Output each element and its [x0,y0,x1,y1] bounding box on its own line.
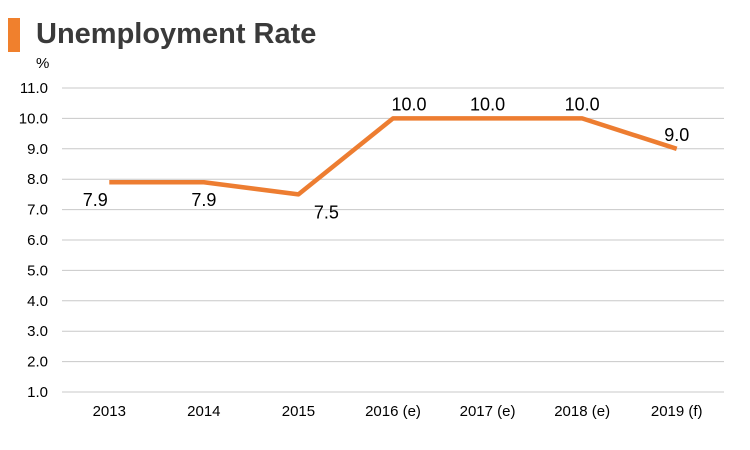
y-tick-label: 5.0 [27,262,48,279]
y-tick-label: 6.0 [27,232,48,249]
y-axis-ticks: 1.0 2.0 3.0 4.0 5.0 6.0 7.0 8.0 9.0 10.0 11.0 [19,80,48,401]
y-tick-label: 4.0 [27,293,48,310]
data-label: 7.9 [191,190,216,210]
x-tick-label: 2015 [282,403,315,420]
y-tick-label: 8.0 [27,171,48,188]
chart-title: Unemployment Rate [36,18,317,50]
x-tick-label: 2019 (f) [651,403,703,420]
data-label: 10.0 [565,94,600,114]
data-label: 7.9 [83,190,108,210]
data-label: 9.0 [664,125,689,145]
y-unit-label: % [36,55,49,72]
x-tick-label: 2018 (e) [554,403,610,420]
y-tick-label: 7.0 [27,202,48,219]
x-tick-label: 2017 (e) [460,403,516,420]
x-tick-label: 2013 [93,403,126,420]
y-tick-label: 3.0 [27,323,48,340]
data-label: 10.0 [470,94,505,114]
data-label: 7.5 [314,202,339,222]
series-unemployment [109,116,678,197]
y-tick-label: 10.0 [19,110,48,127]
data-labels: 7.9 7.9 7.5 10.0 10.0 10.0 9.0 [83,94,689,222]
title-accent-bar [8,18,20,52]
x-axis-ticks: 2013 2014 2015 2016 (e) 2017 (e) 2018 (e) 2019… [93,403,703,420]
x-tick-label: 2016 (e) [365,403,421,420]
gridlines [62,87,724,393]
y-tick-label: 9.0 [27,141,48,158]
y-tick-label: 11.0 [20,80,48,97]
x-tick-label: 2014 [187,403,220,420]
y-tick-label: 2.0 [27,354,48,371]
series-line [109,116,678,197]
data-label: 10.0 [391,94,426,114]
y-tick-label: 1.0 [27,384,48,401]
